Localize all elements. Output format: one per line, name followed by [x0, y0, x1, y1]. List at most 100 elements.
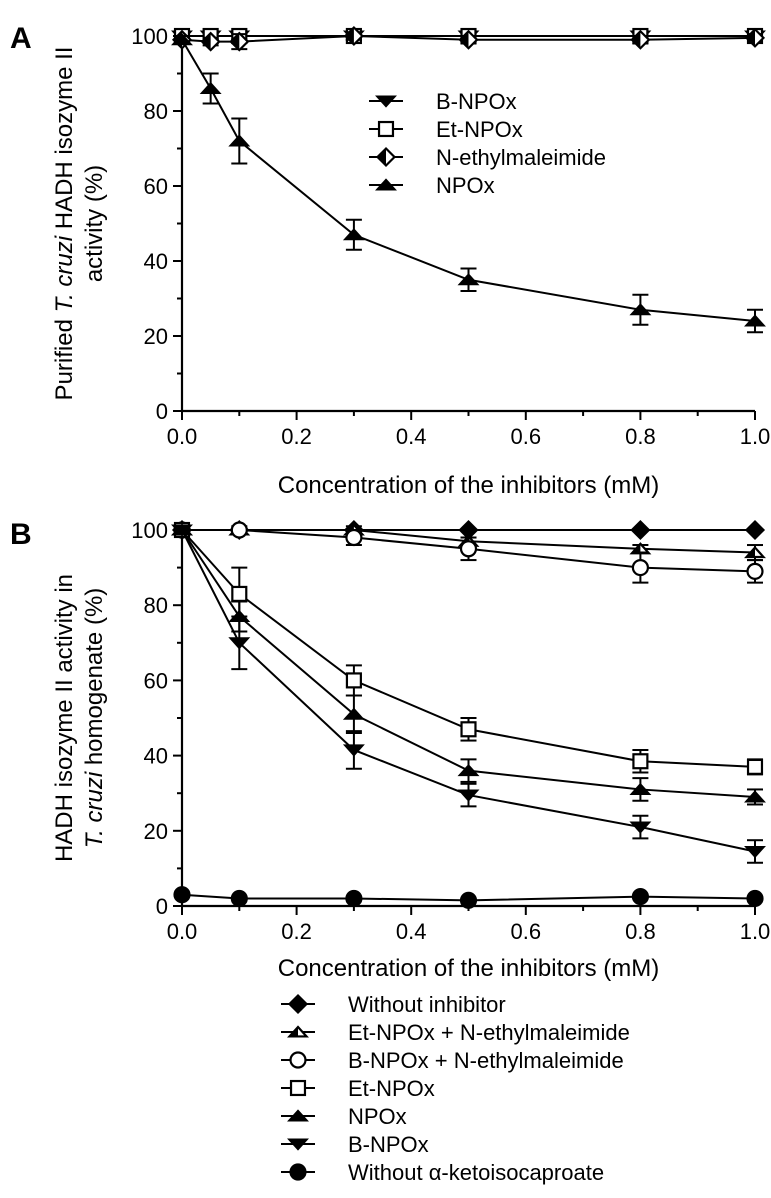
legend-label: Et-NPOx + N-ethylmaleimide: [348, 1020, 630, 1045]
x-axis-label: Concentration of the inhibitors (mM): [278, 472, 660, 499]
data-point: [343, 25, 364, 47]
data-point: [632, 753, 649, 770]
series-line: [181, 529, 756, 798]
legend-label: Et-NPOx: [436, 117, 523, 142]
series-line: [182, 529, 756, 573]
legend-item: NPOx: [281, 1104, 407, 1129]
legend-item: Without inhibitor: [281, 992, 506, 1017]
data-point: [459, 540, 478, 558]
x-tick-label: 0.6: [511, 424, 542, 449]
data-point: [342, 228, 365, 241]
legend-marker: [289, 1051, 307, 1069]
axes: 0.0 0.2 0.4 0.6 0.8 1.0 0 20 40 60 80 100: [131, 518, 770, 944]
legend-label: Et-NPOx: [348, 1076, 435, 1101]
legend-label: N-ethylmaleimide: [436, 145, 606, 170]
series-b-npox: [171, 524, 766, 864]
data-point: [229, 31, 250, 52]
legend-label: Without inhibitor: [348, 992, 506, 1017]
data-point: [171, 33, 193, 46]
y-tick-label: 0: [156, 894, 168, 919]
data-point: [629, 303, 652, 316]
data-point: [345, 889, 363, 908]
y-axis-label: HADH isozyme II activity in: [51, 574, 78, 862]
data-point: [630, 519, 651, 541]
data-point: [629, 821, 652, 834]
legend-label: Without α-ketoisocaproate: [348, 1160, 604, 1185]
data-point: [345, 672, 362, 689]
chart-panel-b: B 0.0 0.2 0.4 0.6 0.8 1.0 0 20 40 60 80 100 Concentra…: [10, 518, 770, 1185]
plot-area: [171, 519, 766, 909]
y-tick-label: 20: [144, 324, 168, 349]
legend-marker: [375, 146, 397, 168]
data-point: [171, 524, 193, 537]
legend-item: B-NPOx + N-ethylmaleimide: [281, 1048, 624, 1073]
data-point: [458, 29, 479, 50]
x-tick-label: 1.0: [740, 919, 771, 944]
data-point: [342, 744, 365, 757]
data-point: [629, 782, 652, 795]
data-point: [231, 585, 248, 602]
legend-item: Without α-ketoisocaproate: [281, 1160, 604, 1185]
legend-item: NPOx: [369, 173, 495, 198]
data-point: [744, 519, 766, 541]
data-point: [342, 707, 365, 720]
legend: Without inhibitor Et-NPOx + N-ethylmaleim…: [281, 992, 630, 1185]
data-point: [200, 31, 221, 52]
y-tick-label: 20: [144, 819, 168, 844]
data-point: [744, 845, 766, 859]
legend-marker: [377, 120, 395, 138]
series-line: [181, 893, 756, 902]
y-tick-label: 100: [131, 518, 168, 543]
y-axis-label: activity (%): [81, 165, 108, 282]
legend-item: B-NPOx: [369, 89, 517, 114]
x-tick-label: 0.4: [396, 424, 427, 449]
chart-panel-a: A 0.0 0.2 0.4 0.6 0.8 1.0 0 20 40 60 80 100 Concentra…: [10, 22, 770, 499]
data-point: [746, 562, 764, 580]
data-point: [631, 559, 649, 577]
y-tick-label: 40: [144, 744, 168, 769]
data-point: [631, 888, 649, 906]
y-tick-label: 100: [131, 24, 168, 49]
legend-label: B-NPOx: [436, 89, 517, 114]
legend-marker: [289, 1079, 307, 1097]
x-tick-label: 0.0: [167, 424, 198, 449]
legend-label: NPOx: [436, 173, 495, 198]
legend-label: NPOx: [348, 1104, 407, 1129]
plot-area: [171, 25, 766, 334]
legend-marker: [287, 1109, 309, 1122]
y-tick-label: 60: [144, 668, 168, 693]
x-tick-label: 0.2: [281, 919, 312, 944]
x-tick-label: 0.4: [396, 919, 427, 944]
y-axis-label: Purified T. cruzi HADH isozyme II: [51, 47, 78, 401]
data-point: [744, 27, 766, 48]
y-tick-label: 0: [156, 399, 168, 424]
data-point: [457, 273, 480, 286]
legend-label: B-NPOx + N-ethylmaleimide: [348, 1048, 624, 1073]
y-tick-label: 80: [144, 99, 168, 124]
x-tick-label: 0.0: [167, 919, 198, 944]
data-point: [345, 528, 363, 547]
y-tick-label: 80: [144, 593, 168, 618]
legend-label: B-NPOx: [348, 1132, 429, 1157]
series-n-ethylmaleimide: [171, 25, 766, 52]
y-tick-label: 60: [144, 174, 168, 199]
x-axis-label: Concentration of the inhibitors (mM): [278, 955, 660, 982]
y-tick-label: 40: [144, 249, 168, 274]
data-point: [228, 134, 251, 147]
data-point: [173, 886, 191, 904]
legend-marker: [289, 1163, 307, 1181]
data-point: [744, 790, 766, 803]
series-npox: [171, 33, 766, 334]
series-without-ketoisocaproate: [173, 886, 764, 909]
legend-marker: [287, 1025, 309, 1038]
data-point: [746, 889, 764, 908]
series-line: [181, 529, 756, 768]
data-point: [744, 545, 766, 559]
data-point: [460, 721, 477, 738]
series-line: [181, 529, 756, 853]
data-point: [230, 521, 248, 539]
data-point: [457, 763, 480, 777]
panel-letter: A: [10, 22, 32, 55]
legend-item: N-ethylmaleimide: [369, 145, 606, 170]
